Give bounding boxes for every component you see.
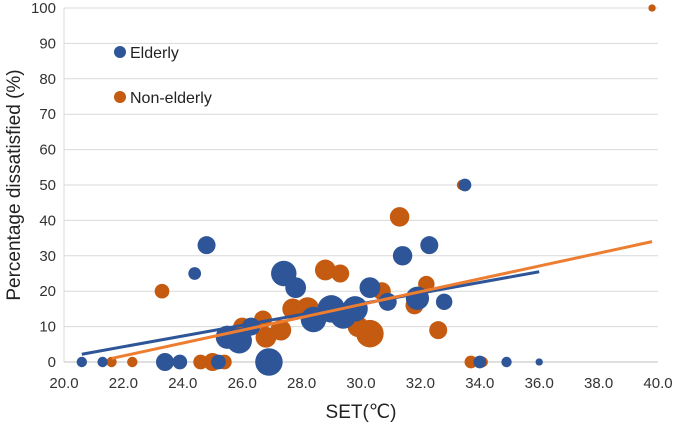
y-tick-label: 70 [39,106,56,123]
data-point-elderly [501,356,512,368]
x-tick-label: 20.0 [49,375,78,392]
data-point-elderly [97,356,108,368]
data-point-elderly [285,277,307,299]
x-tick-label: 24.0 [168,375,197,392]
data-point-elderly [359,277,381,299]
y-tick-label: 60 [39,142,56,159]
x-tick-label: 34.0 [465,375,494,392]
trendlines [81,240,653,360]
y-tick-label: 80 [39,71,56,88]
y-tick-label: 20 [39,283,56,300]
legend-marker-elderly [114,46,126,58]
y-axis-title: Percentage dissatisfied (%) [4,69,25,300]
x-tick-label: 26.0 [228,375,257,392]
data-point-elderly [535,358,543,366]
data-point-non-elderly [429,321,448,340]
data-point-elderly [435,293,453,311]
x-axis-title: SET(℃) [326,402,397,423]
data-point-elderly [392,246,413,266]
trendline-non-elderly [111,240,653,360]
x-tick-label: 40.0 [643,375,672,392]
data-point-elderly [255,348,283,376]
trendline-elderly [81,270,540,356]
x-tick-label: 32.0 [406,375,435,392]
data-point-non-elderly [464,355,478,369]
data-point-elderly [473,355,487,369]
legend-label-elderly: Elderly [130,45,179,62]
y-tick-label: 30 [39,248,56,265]
data-point-elderly [172,354,188,370]
legend: Elderly Non-elderly [114,45,212,107]
data-point-non-elderly [314,259,336,281]
data-point-elderly [188,267,202,280]
data-point-non-elderly [127,356,138,368]
data-point-non-elderly [270,319,292,341]
data-point-non-elderly [648,4,656,12]
y-tick-label: 100 [31,0,56,17]
data-point-elderly [76,356,88,368]
x-tick-label: 30.0 [346,375,375,392]
data-point-elderly [211,354,226,370]
y-tick-label: 10 [39,319,56,336]
data-point-non-elderly [154,283,170,299]
data-point-elderly [155,352,174,372]
data-point-elderly [226,328,252,354]
data-point-non-elderly [356,319,384,348]
y-tick-label: 90 [39,35,56,52]
x-tick-label: 28.0 [287,375,316,392]
data-point-non-elderly [389,207,410,227]
data-point-non-elderly [331,264,350,283]
legend-marker-non-elderly [114,91,126,103]
x-tick-label: 22.0 [109,375,138,392]
x-tick-label: 36.0 [525,375,554,392]
data-point-elderly [458,178,472,192]
data-point-elderly [420,236,439,255]
y-tick-label: 50 [39,177,56,194]
data-point-elderly [197,236,216,255]
tick-labels: 0 10 20 30 40 50 60 70 80 90 100 20.0 22.0 24.0 26.0 28… [31,0,673,392]
x-tick-label: 38.0 [584,375,613,392]
data-point-elderly [378,292,397,311]
y-tick-label: 40 [39,212,56,229]
legend-label-non-elderly: Non-elderly [130,90,212,107]
y-tick-label: 0 [48,354,56,371]
